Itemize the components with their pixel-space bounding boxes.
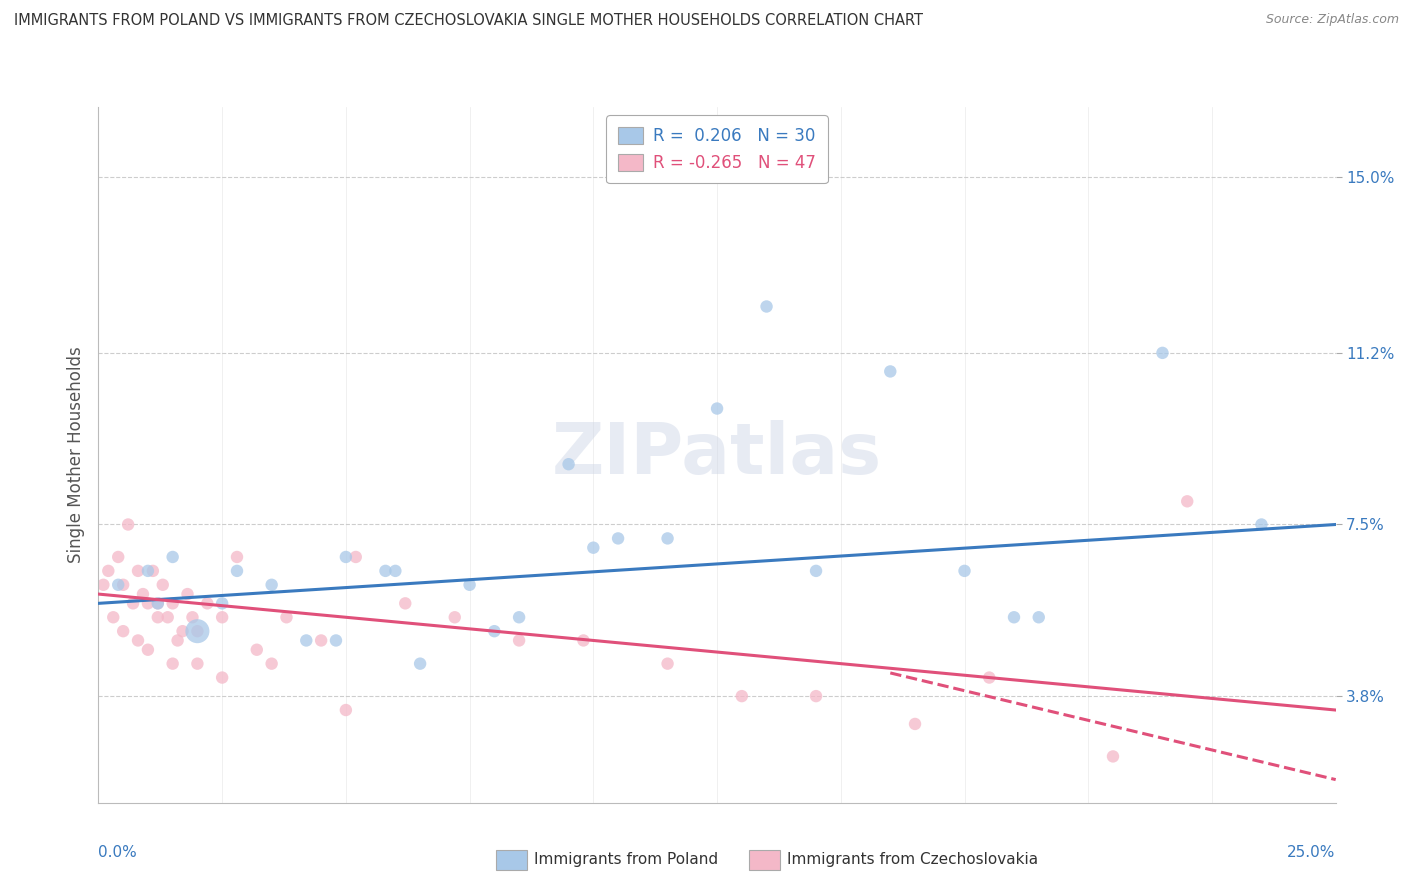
- Point: [186, 657, 208, 671]
- Point: [484, 624, 506, 639]
- Point: [211, 671, 233, 685]
- Point: [117, 517, 139, 532]
- Point: [107, 549, 129, 564]
- Point: [582, 541, 605, 555]
- Text: IMMIGRANTS FROM POLAND VS IMMIGRANTS FROM CZECHOSLOVAKIA SINGLE MOTHER HOUSEHOLD: IMMIGRANTS FROM POLAND VS IMMIGRANTS FRO…: [14, 13, 924, 29]
- Point: [122, 596, 145, 610]
- Point: [384, 564, 406, 578]
- Point: [186, 624, 208, 639]
- Point: [394, 596, 416, 610]
- Point: [112, 624, 135, 639]
- Point: [276, 610, 298, 624]
- Point: [335, 703, 357, 717]
- Point: [112, 578, 135, 592]
- Point: [953, 564, 976, 578]
- Point: [458, 578, 481, 592]
- Point: [443, 610, 465, 624]
- Point: [557, 457, 579, 471]
- Point: [195, 596, 218, 610]
- Point: [1028, 610, 1050, 624]
- Point: [657, 657, 679, 671]
- Point: [409, 657, 432, 671]
- Point: [260, 657, 283, 671]
- Point: [146, 596, 169, 610]
- Point: [260, 578, 283, 592]
- Point: [374, 564, 396, 578]
- Point: [181, 610, 204, 624]
- Point: [136, 564, 159, 578]
- Text: Source: ZipAtlas.com: Source: ZipAtlas.com: [1265, 13, 1399, 27]
- Point: [979, 671, 1001, 685]
- Point: [344, 549, 367, 564]
- Point: [127, 633, 149, 648]
- Point: [172, 624, 194, 639]
- Point: [508, 633, 530, 648]
- Point: [508, 610, 530, 624]
- Point: [607, 532, 630, 546]
- Point: [309, 633, 332, 648]
- Point: [103, 610, 125, 624]
- Point: [755, 300, 778, 314]
- Point: [335, 549, 357, 564]
- Text: Immigrants from Poland: Immigrants from Poland: [534, 853, 718, 867]
- Point: [211, 596, 233, 610]
- Point: [706, 401, 728, 416]
- Point: [1002, 610, 1025, 624]
- Point: [132, 587, 155, 601]
- Point: [156, 610, 179, 624]
- Point: [226, 549, 249, 564]
- Point: [146, 610, 169, 624]
- Point: [295, 633, 318, 648]
- Point: [162, 596, 184, 610]
- Point: [186, 624, 208, 639]
- Point: [1102, 749, 1125, 764]
- Point: [657, 532, 679, 546]
- Text: Immigrants from Czechoslovakia: Immigrants from Czechoslovakia: [787, 853, 1039, 867]
- Point: [246, 642, 269, 657]
- Point: [804, 564, 827, 578]
- Y-axis label: Single Mother Households: Single Mother Households: [66, 347, 84, 563]
- Text: ZIPatlas: ZIPatlas: [553, 420, 882, 490]
- Point: [904, 717, 927, 731]
- Point: [142, 564, 165, 578]
- Point: [136, 642, 159, 657]
- Point: [879, 364, 901, 378]
- Point: [804, 689, 827, 703]
- Point: [731, 689, 754, 703]
- Point: [226, 564, 249, 578]
- Point: [1250, 517, 1272, 532]
- Point: [162, 549, 184, 564]
- Point: [1152, 346, 1174, 360]
- Point: [127, 564, 149, 578]
- Point: [146, 596, 169, 610]
- Point: [572, 633, 595, 648]
- Point: [1175, 494, 1198, 508]
- Point: [152, 578, 174, 592]
- Point: [93, 578, 115, 592]
- Point: [107, 578, 129, 592]
- Point: [166, 633, 188, 648]
- Text: 25.0%: 25.0%: [1288, 845, 1336, 860]
- Point: [97, 564, 120, 578]
- Point: [176, 587, 198, 601]
- Text: 0.0%: 0.0%: [98, 845, 138, 860]
- Point: [325, 633, 347, 648]
- Point: [211, 610, 233, 624]
- Legend: R =  0.206   N = 30, R = -0.265   N = 47: R = 0.206 N = 30, R = -0.265 N = 47: [606, 115, 828, 184]
- Point: [136, 596, 159, 610]
- Point: [162, 657, 184, 671]
